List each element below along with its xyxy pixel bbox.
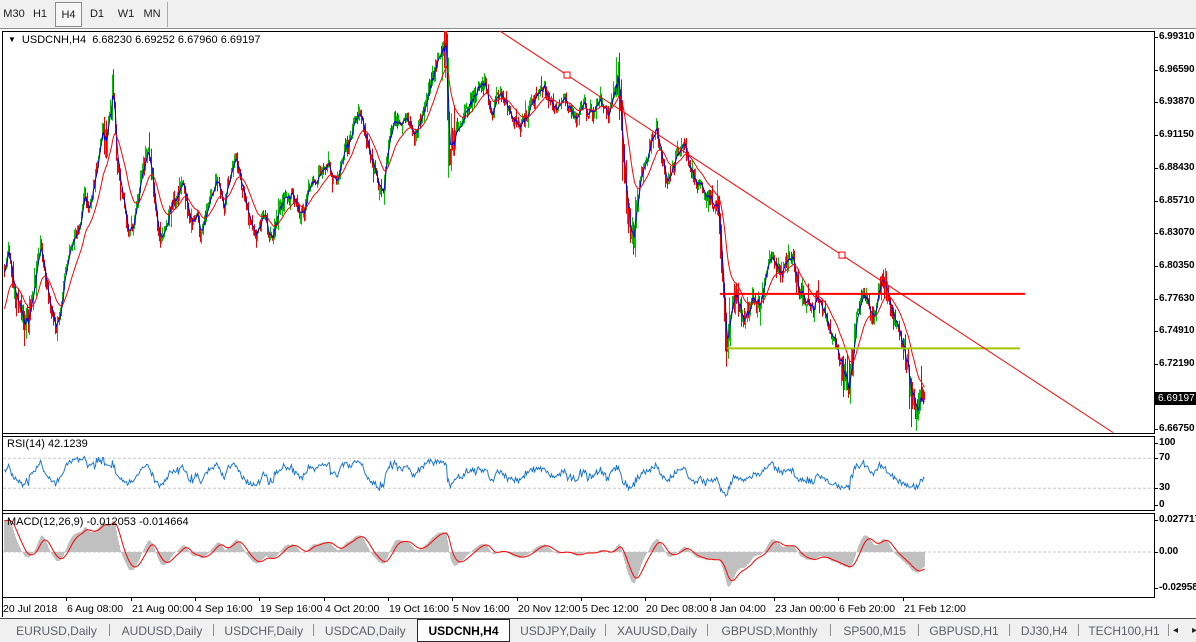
tab-dj30-h4[interactable]: DJ30,H4 (1010, 619, 1079, 642)
price-scale-label: 6.93870 (1159, 96, 1195, 108)
tab-separator (1008, 624, 1010, 636)
ma-line-fast (4, 42, 925, 412)
price-scale-label: 6.85710 (1159, 194, 1195, 206)
rsi-panel[interactable] (2, 436, 1155, 511)
time-scale-label: 23 Jan 00:00 (775, 603, 836, 615)
ohlc-close: 6.69197 (220, 34, 261, 46)
tab-gbpusd-monthly[interactable]: GBPUSD,Monthly (708, 619, 831, 642)
tab-separator (707, 624, 708, 636)
macd-scale-label: 0.027717 (1159, 514, 1196, 526)
tab-separator (605, 624, 606, 636)
tab-usdcnh-h4[interactable]: USDCNH,H4 (417, 619, 510, 642)
time-scale-label: 8 Jan 04:00 (711, 603, 766, 615)
price-scale-label: 6.96590 (1159, 63, 1195, 75)
window-left-frame (2, 31, 3, 617)
ohlc-high: 6.69252 (135, 34, 175, 46)
toolbar-separator (167, 2, 168, 27)
tab-gbpusd-h1[interactable]: GBPUSD,H1 (919, 619, 1010, 642)
rsi-scale-label: 30 (1159, 482, 1170, 494)
macd-scale-label: 0.00 (1159, 546, 1179, 557)
scale-ticks (2, 37, 1158, 601)
bull-candles (5, 31, 921, 431)
tab-xauusd-daily[interactable]: XAUUSD,Daily (606, 619, 708, 642)
rsi-indicator-label: RSI(14) 42.1239 (7, 438, 88, 450)
tab-usdchf-daily[interactable]: USDCHF,Daily (214, 619, 314, 642)
time-scale-label: 4 Oct 20:00 (325, 603, 380, 615)
timeframe-button-h1[interactable]: H1 (32, 8, 48, 20)
symbol-tabbar: EURUSD,Daily AUDUSD,Daily USDCHF,Daily USDC… (0, 618, 1196, 642)
timeframe-button-mn[interactable]: MN (143, 8, 161, 20)
tab-separator (917, 624, 919, 636)
macd-indicator-label: MACD(12,26,9) -0.012053 -0.014664 (7, 516, 189, 528)
price-scale-label: 6.83070 (1159, 227, 1195, 239)
tab-separator (1168, 624, 1169, 636)
time-scale-label: 20 Dec 08:00 (646, 603, 709, 615)
price-scale-label: 6.80350 (1159, 259, 1195, 271)
macd-signal-line (4, 519, 925, 582)
tab-separator (312, 624, 314, 636)
price-scale-label: 6.88430 (1159, 161, 1195, 173)
bear-candles (4, 31, 925, 427)
tab-scroll-buttons: ◂ ▸ (1169, 619, 1196, 642)
time-scale-label: 20 Nov 12:00 (518, 603, 581, 615)
tab-tech100-h1[interactable]: TECH100,H1 (1079, 619, 1169, 642)
macd-histogram (4, 519, 925, 587)
timeframe-toolbar: M30 H1 H4 D1 W1 MN (0, 0, 1196, 29)
time-scale-label: 20 Jul 2018 (3, 603, 58, 615)
tab-usdjpy-daily[interactable]: USDJPY,Daily (510, 619, 606, 642)
timeframe-button-d1[interactable]: D1 (89, 8, 105, 20)
tab-scroll-right-icon[interactable]: ▸ (1192, 625, 1196, 636)
rsi-scale-label: 0 (1159, 499, 1165, 510)
time-scale-label: 19 Sep 16:00 (260, 603, 323, 615)
tab-separator (213, 624, 214, 636)
price-scale-label: 6.66750 (1159, 423, 1195, 435)
ohlc-open: 6.68230 (92, 34, 132, 46)
timeframe-button-m30[interactable]: M30 (3, 8, 25, 20)
time-scale-label: 21 Aug 00:00 (132, 603, 194, 615)
tab-audusd-daily[interactable]: AUDUSD,Daily (110, 619, 214, 642)
tab-separator (830, 624, 831, 636)
tab-eurusd-daily[interactable]: EURUSD,Daily (3, 619, 110, 642)
time-scale-label: 19 Oct 16:00 (389, 603, 450, 615)
rsi-pane-drawing (3, 455, 1154, 498)
tab-scroll-left-icon[interactable]: ◂ (1173, 625, 1179, 636)
tab-usdcad-daily[interactable]: USDCAD,Daily (324, 623, 406, 638)
price-scale-label: 6.91150 (1159, 129, 1194, 141)
macd-pane-drawing (3, 519, 1154, 587)
ma-line-slow (4, 65, 925, 388)
trendline-anchor-1 (563, 71, 571, 79)
chart-title: ▼ USDCNH,H4 6.68230 6.69252 6.67960 6.691… (8, 33, 260, 47)
rsi-scale-label: 100 (1159, 437, 1176, 448)
time-scale-label: 6 Aug 08:00 (67, 603, 124, 615)
current-price-marker: 6.69197 (1155, 392, 1196, 405)
rsi-scale-label: 70 (1159, 452, 1170, 464)
time-scale-label: 6 Feb 20:00 (839, 603, 896, 615)
price-scale-label: 6.77630 (1159, 292, 1195, 304)
tab-separator (109, 624, 110, 636)
price-pane-drawing (4, 31, 1114, 433)
time-scale-label: 21 Feb 12:00 (904, 603, 966, 615)
time-scale-label: 5 Dec 12:00 (582, 603, 639, 615)
tab-separator (1078, 624, 1079, 636)
time-scale-label: 5 Nov 16:00 (453, 603, 510, 615)
trendline-anchor-2 (838, 251, 846, 259)
price-scale-label: 6.74910 (1159, 325, 1195, 337)
time-scale-label: 4 Sep 16:00 (196, 603, 253, 615)
main-chart-panel[interactable] (2, 31, 1155, 434)
timeframe-button-h4[interactable]: H4 (55, 2, 82, 27)
price-scale-label: 6.72190 (1159, 358, 1195, 369)
ohlc-low: 6.67960 (177, 34, 218, 46)
chart-symbol: USDCNH,H4 (21, 34, 87, 46)
collapse-triangle-icon[interactable]: ▼ (8, 35, 16, 44)
rsi-line (4, 455, 925, 498)
price-scale-label: 6.99310 (1159, 31, 1195, 42)
descending-trendline (499, 31, 1114, 433)
timeframe-button-w1[interactable]: W1 (117, 8, 135, 20)
tab-sp500-m15[interactable]: SP500,M15 (831, 619, 919, 642)
